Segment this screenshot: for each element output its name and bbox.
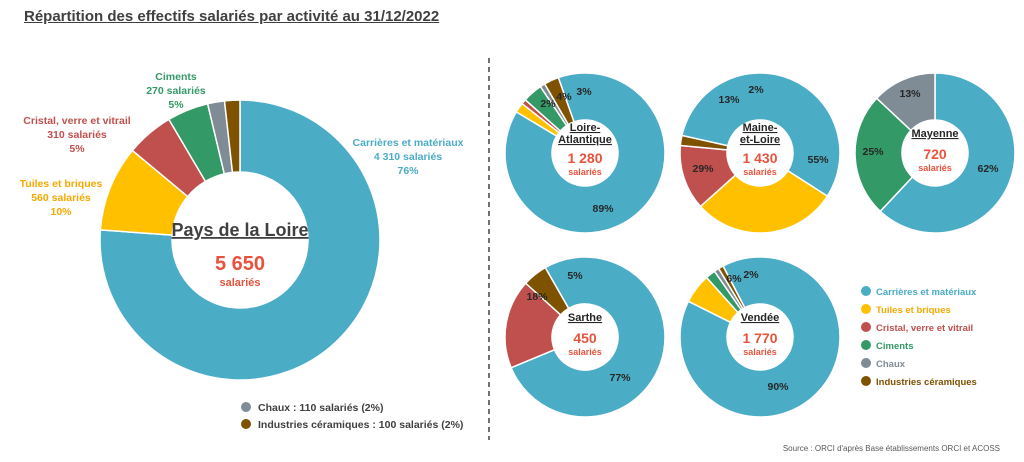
region-name-loire-atlantique-1: Atlantique: [558, 134, 612, 146]
donut-loire-atlantique: [504, 72, 666, 234]
label-cristal-verre-et-vitrail-1: 310 salariés: [47, 129, 107, 141]
chart-title: Répartition des effectifs salariés par a…: [24, 8, 440, 25]
slice-sarthe-industries-ceramiques: [524, 266, 570, 316]
legend-marker-tuiles-et-briques: [861, 304, 871, 314]
region-unit-mayenne: salariés: [918, 163, 952, 173]
legend-marker-industries-ceramiques: [861, 376, 871, 386]
pct-vendee-ciments: 2%: [743, 269, 759, 281]
pct-mayenne-ciments: 25%: [862, 146, 884, 158]
region-total-mayenne: 720: [923, 146, 947, 162]
pct-sarthe-carrieres-et-materiaux: 77%: [609, 372, 631, 384]
donut-vendee: [679, 256, 841, 418]
label-ciments-1: 270 salariés: [146, 85, 206, 97]
slice-loire-atlantique-industries-ceramiques: [543, 76, 575, 126]
legend-marker-chaux: [861, 358, 871, 368]
label-tuiles-et-briques-0: Tuiles et briques: [20, 178, 103, 190]
label-carrieres-et-materiaux-1: 4 310 salariés: [374, 151, 442, 163]
pct-loire-atlantique-tuiles-et-briques: 2%: [540, 98, 556, 110]
note-industries-ceramiques: Industries céramiques : 100 salariés (2%…: [258, 419, 463, 431]
slice-sarthe-carrieres-et-materiaux: [510, 256, 666, 418]
region-name: Pays de la Loire: [171, 220, 308, 240]
legend-marker-ciments: [861, 340, 871, 350]
slice-mayenne-chaux: [875, 72, 936, 132]
region-total-maine-et-loire: 1 430: [742, 150, 777, 166]
pct-sarthe-industries-ceramiques: 5%: [567, 270, 583, 282]
region-total-vendee: 1 770: [742, 330, 777, 346]
label-tuiles-et-briques-2: 10%: [50, 206, 72, 218]
legend-item-carrieres-et-materiaux: Carrières et matériaux: [876, 287, 977, 298]
region-name-maine-et-loire-0: Maine-: [743, 122, 778, 134]
slice-mayenne-carrieres-et-materiaux: [879, 72, 1016, 234]
pct-sarthe-cristal-verre-et-vitrail: 18%: [526, 291, 548, 303]
note-chaux: Chaux : 110 salariés (2%): [258, 402, 383, 414]
pct-maine-et-loire-industries-ceramiques: 2%: [748, 84, 764, 96]
pct-loire-atlantique-carrieres-et-materiaux: 89%: [592, 203, 614, 215]
label-cristal-verre-et-vitrail-0: Cristal, verre et vitrail: [23, 115, 130, 127]
donut-sarthe: [504, 256, 666, 418]
donut-maine-et-loire: [679, 72, 841, 234]
slice-mayenne-ciments: [854, 97, 914, 213]
region-total-sarthe: 450: [573, 330, 597, 346]
slice-maine-et-loire-tuiles-et-briques: [699, 169, 829, 234]
slice-pays-de-la-loire-industries-ceramiques: [223, 99, 241, 174]
pct-maine-et-loire-tuiles-et-briques: 29%: [692, 163, 714, 175]
pct-loire-atlantique-ciments: 4%: [556, 91, 572, 103]
region-unit-vendee: salariés: [743, 347, 777, 357]
region-total-loire-atlantique: 1 280: [567, 150, 602, 166]
region-unit-sarthe: salariés: [568, 347, 602, 357]
note-marker-industries-ceramiques: [241, 419, 251, 429]
slice-pays-de-la-loire-carrieres-et-materiaux: [99, 99, 381, 381]
label-carrieres-et-materiaux-2: 76%: [397, 165, 419, 177]
pct-vendee-tuiles-et-briques: 6%: [726, 273, 742, 285]
legend-item-chaux: Chaux: [876, 359, 906, 370]
legend-item-industries-ceramiques: Industries céramiques: [876, 377, 977, 388]
label-cristal-verre-et-vitrail-2: 5%: [69, 143, 85, 155]
region-total: 5 650: [215, 253, 265, 275]
pct-loire-atlantique-industries-ceramiques: 3%: [576, 86, 592, 98]
legend-marker-cristal-verre-et-vitrail: [861, 322, 871, 332]
pct-maine-et-loire-carrieres-et-materiaux: 55%: [807, 154, 829, 166]
label-carrieres-et-materiaux-0: Carrières et matériaux: [353, 137, 464, 149]
slice-maine-et-loire-carrieres-et-materiaux: [681, 72, 841, 198]
donut-pays-de-la-loire: [99, 99, 381, 381]
label-ciments-0: Ciments: [155, 71, 197, 83]
region-name-maine-et-loire-1: et-Loire: [740, 134, 780, 146]
slice-sarthe-cristal-verre-et-vitrail: [504, 282, 562, 369]
pct-mayenne-carrieres-et-materiaux: 62%: [977, 163, 999, 175]
legend-item-tuiles-et-briques: Tuiles et briques: [876, 305, 951, 316]
label-ciments-2: 5%: [168, 99, 184, 111]
pct-maine-et-loire-cristal-verre-et-vitrail: 13%: [718, 94, 740, 106]
slice-vendee-carrieres-et-materiaux: [679, 256, 841, 418]
note-marker-chaux: [241, 402, 251, 412]
region-unit: salariés: [220, 277, 261, 289]
region-name-vendee-0: Vendée: [741, 312, 780, 324]
region-unit-loire-atlantique: salariés: [568, 167, 602, 177]
slice-vendee-industries-ceramiques: [717, 265, 746, 310]
label-tuiles-et-briques-1: 560 salariés: [31, 192, 91, 204]
slice-maine-et-loire-industries-ceramiques: [679, 134, 729, 151]
region-name-loire-atlantique-0: Loire-: [570, 122, 601, 134]
pct-vendee-carrieres-et-materiaux: 90%: [767, 381, 789, 393]
region-unit-maine-et-loire: salariés: [743, 167, 777, 177]
legend-marker-carrieres-et-materiaux: [861, 286, 871, 296]
source-note: Source : ORCI d'après Base établissement…: [782, 444, 1000, 453]
donut-mayenne: [854, 72, 1016, 234]
legend-item-cristal-verre-et-vitrail: Cristal, verre et vitrail: [876, 323, 973, 334]
region-name-mayenne-0: Mayenne: [911, 128, 958, 140]
pct-mayenne-chaux: 13%: [899, 88, 921, 100]
legend-item-ciments: Ciments: [876, 341, 913, 352]
region-name-sarthe-0: Sarthe: [568, 312, 602, 324]
slice-loire-atlantique-carrieres-et-materiaux: [504, 72, 666, 234]
